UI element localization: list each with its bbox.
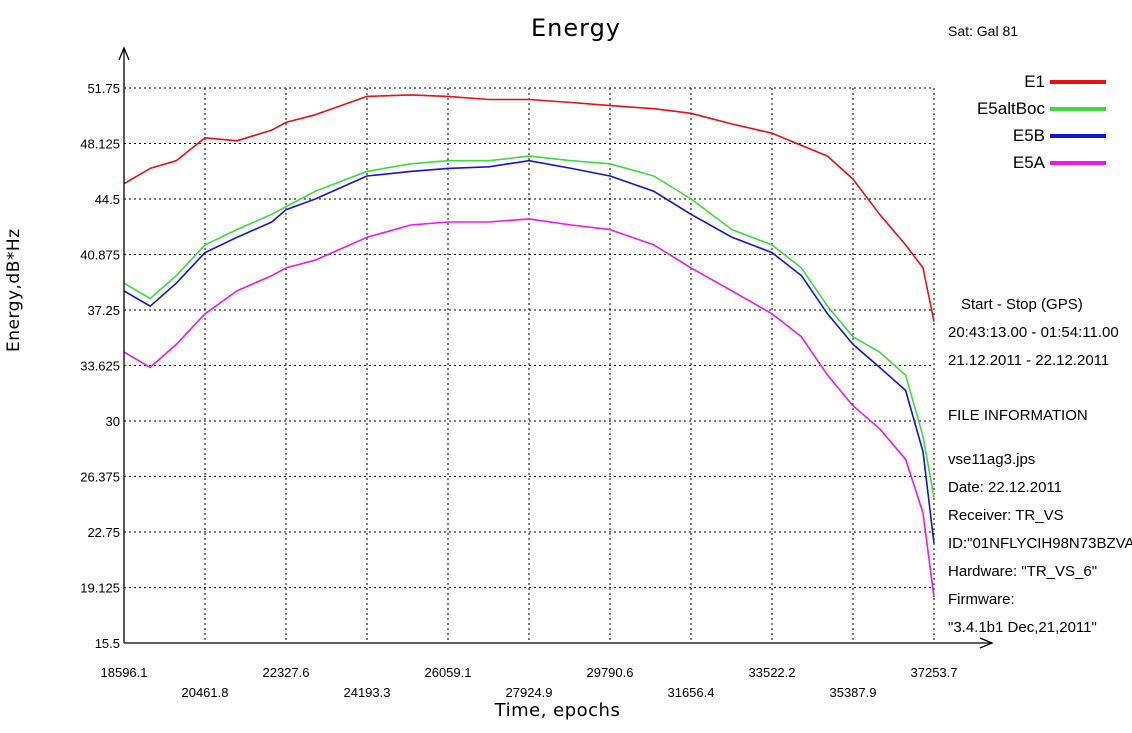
x-axis-label: Time, epochs [494,700,621,721]
satellite-label: Sat: Gal 81 [948,23,1019,39]
series-lines [123,94,935,598]
receiver: Receiver: TR_VS [948,507,1064,524]
legend-swatch-e5a [1050,161,1106,165]
x-tick-label: 29790.6 [586,665,633,680]
legend-swatch-e5altboc [1050,107,1106,111]
x-tick-labels: 18596.1 22327.6 26059.1 29790.6 33522.2 37253… [101,665,958,700]
legend-swatch-e1 [1050,80,1106,84]
x-tick-label: 35387.9 [829,685,876,700]
y-tick-label: 44.5 [95,192,120,207]
series-line-e5a [123,218,935,598]
time-range: 20:43:13.00 - 01:54:11.00 [948,324,1119,341]
legend-label-e5a: E5A [1012,153,1045,172]
x-tick-label: 26059.1 [424,665,471,680]
legend-swatch-e5b [1050,134,1106,138]
axes [118,46,994,649]
y-tick-label: 22.75 [87,525,120,540]
series-line-e1 [123,94,935,322]
y-tick-label: 19.125 [80,581,120,596]
y-tick-label: 26.375 [80,470,120,485]
y-axis-arrow [118,46,130,61]
file-info-title: FILE INFORMATION [948,407,1088,424]
y-tick-label: 40.875 [80,248,120,263]
x-axis-arrow [979,637,994,649]
x-tick-label: 18596.1 [101,665,148,680]
x-tick-label: 27924.9 [506,685,553,700]
y-tick-label: 15.5 [95,636,120,651]
x-tick-label: 24193.3 [343,685,390,700]
y-tick-label: 37.25 [87,303,120,318]
firmware-label: Firmware: [948,591,1015,608]
legend-label-e1: E1 [1024,72,1045,91]
legend-label-e5b: E5B [1012,126,1045,145]
x-tick-label: 20461.8 [181,685,228,700]
firmware-version: "3.4.1b1 Dec,21,2011" [948,619,1097,636]
y-tick-labels: 51.75 48.125 44.5 40.875 37.25 33.625 30 26.375… [80,81,120,651]
x-tick-label: 37253.7 [911,665,958,680]
x-tick-label: 33522.2 [749,665,796,680]
x-tick-label: 22327.6 [262,665,309,680]
x-tick-label: 31656.4 [667,685,714,700]
y-tick-label: 48.125 [80,137,120,152]
y-tick-label: 33.625 [80,359,120,374]
y-tick-label: 51.75 [87,81,120,96]
grid-lines [124,87,935,643]
file-date: Date: 22.12.2011 [948,479,1062,496]
legend-label-e5altboc: E5altBoc [976,99,1045,118]
file-name: vse11ag3.jps [948,451,1036,468]
date-range: 21.12.2011 - 22.12.2011 [948,352,1110,369]
series-line-e5altboc [123,155,935,498]
receiver-id: ID:"01NFLYCIH98N73BZVA [948,535,1132,552]
y-tick-label: 30 [106,414,120,429]
y-axis-label: Energy,dB*Hz [4,228,24,352]
series-line-e5b [123,159,935,544]
hardware: Hardware: "TR_VS_6" [948,563,1098,580]
start-stop-title: Start - Stop (GPS) [961,296,1083,313]
chart-title: Energy [530,14,622,42]
